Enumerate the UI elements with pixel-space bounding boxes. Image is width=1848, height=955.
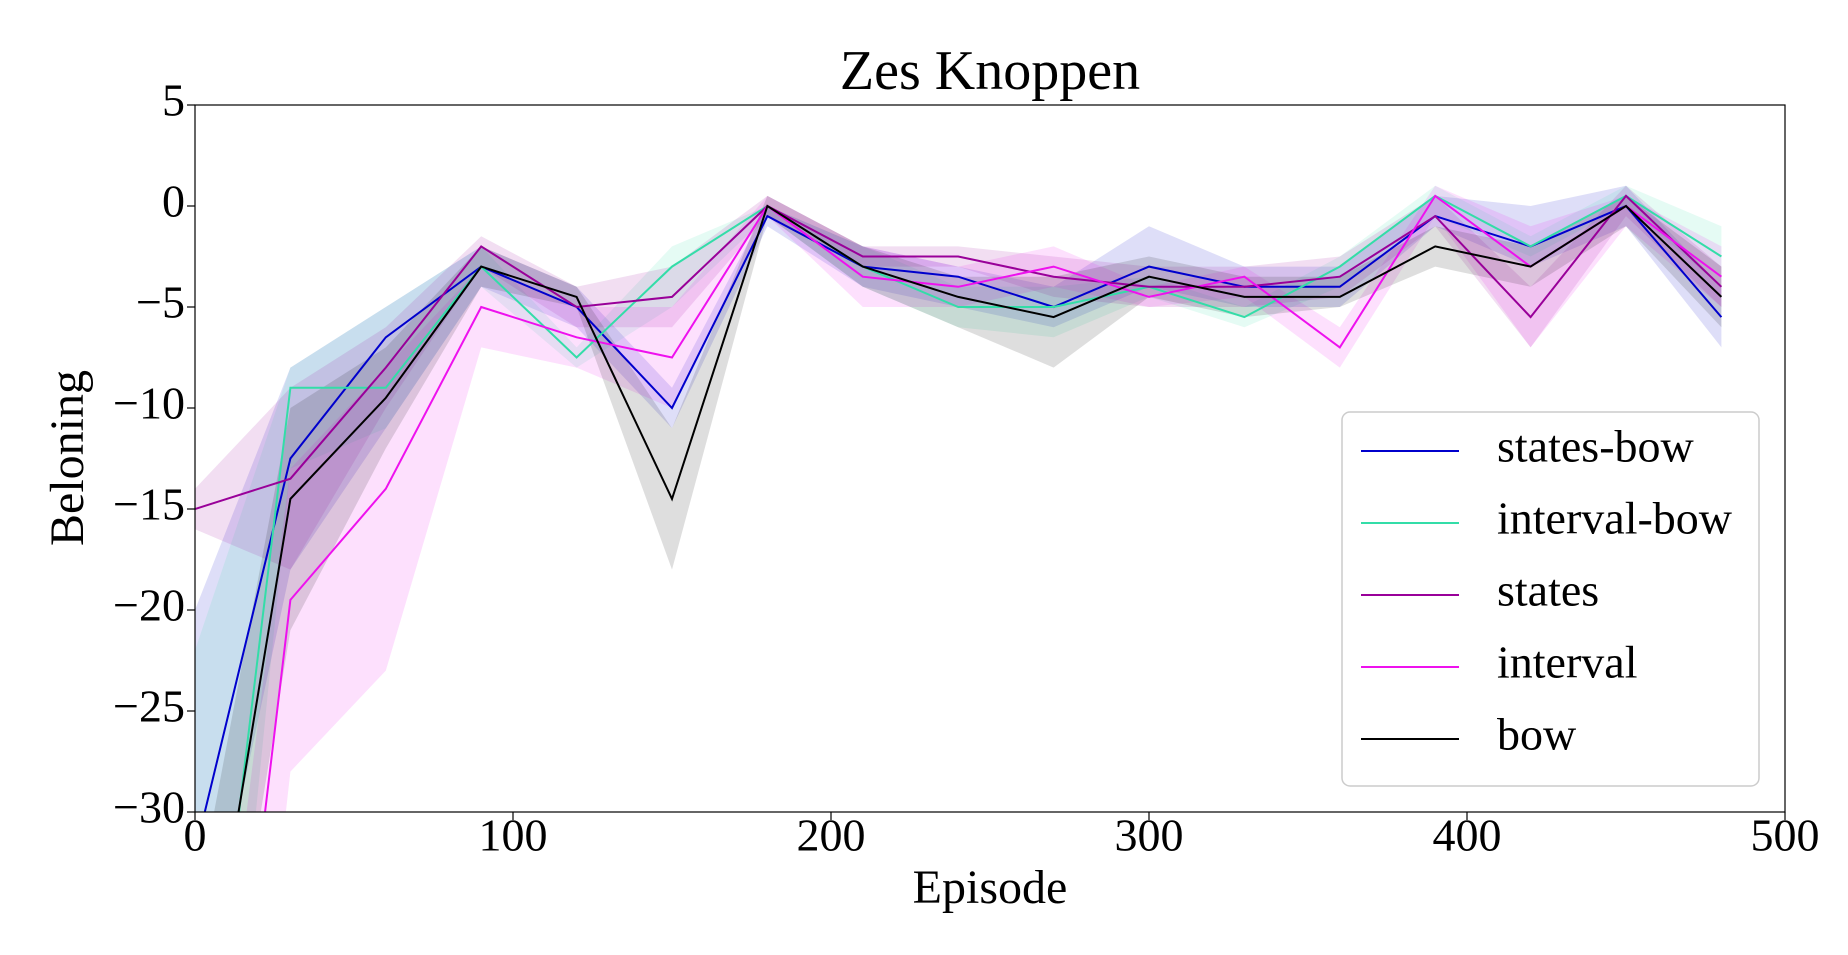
confidence-band bbox=[246, 185, 1722, 812]
axes-frame bbox=[194, 104, 1786, 813]
y-tick-label: 0 bbox=[162, 176, 185, 227]
confidence-band bbox=[195, 185, 1722, 812]
y-tick-label: −30 bbox=[113, 782, 185, 833]
x-axis-label: Episode bbox=[913, 861, 1068, 914]
y-tick-label: −15 bbox=[113, 479, 185, 530]
x-tick-label: 400 bbox=[1433, 810, 1502, 861]
y-tick-label: −10 bbox=[113, 378, 185, 429]
y-tick-label: −20 bbox=[113, 580, 185, 631]
legend-label: bow bbox=[1497, 709, 1577, 760]
plot-area bbox=[195, 185, 1723, 812]
y-tick-label: −25 bbox=[113, 681, 185, 732]
y-tick-label: −5 bbox=[136, 277, 185, 328]
y-axis-label: Beloning bbox=[41, 370, 94, 546]
series-line bbox=[203, 204, 1723, 812]
series-line bbox=[264, 194, 1722, 812]
x-tick-label: 500 bbox=[1751, 810, 1820, 861]
legend-label: interval bbox=[1497, 637, 1638, 688]
legend-label: states bbox=[1497, 565, 1599, 616]
legend-box bbox=[1341, 411, 1760, 787]
series-line bbox=[195, 194, 1723, 510]
confidence-band bbox=[195, 185, 1722, 570]
y-tick-label: 5 bbox=[162, 75, 185, 126]
chart-title: Zes Knoppen bbox=[840, 40, 1140, 102]
legend: states-bow interval-bow states interval bow bbox=[1341, 411, 1760, 787]
legend-label: states-bow bbox=[1497, 421, 1695, 472]
legend-label: interval-bow bbox=[1497, 493, 1733, 544]
confidence-band bbox=[195, 185, 1722, 812]
confidence-band bbox=[214, 195, 1722, 812]
x-tick-label: 200 bbox=[797, 810, 866, 861]
x-tick-label: 0 bbox=[184, 810, 207, 861]
x-tick-label: 300 bbox=[1115, 810, 1184, 861]
series-line bbox=[237, 204, 1723, 812]
x-tick-label: 100 bbox=[479, 810, 548, 861]
series-line bbox=[238, 194, 1722, 812]
